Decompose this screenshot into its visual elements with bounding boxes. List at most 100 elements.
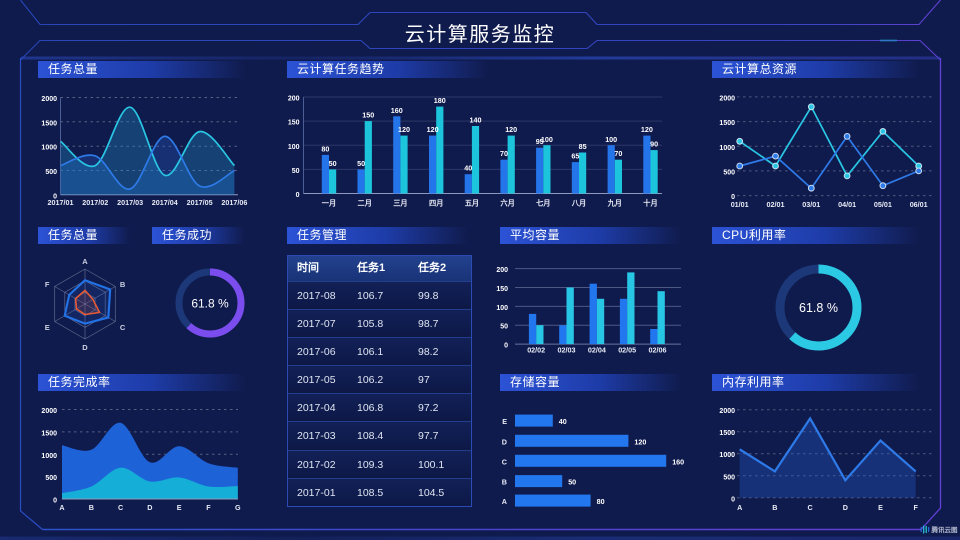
svg-text:100: 100 [496,305,508,312]
svg-text:0: 0 [504,343,508,350]
svg-text:120: 120 [505,125,517,134]
svg-text:1000: 1000 [719,452,735,459]
svg-text:02/06: 02/06 [649,346,667,355]
svg-text:100: 100 [605,135,617,144]
svg-text:65: 65 [571,152,579,161]
svg-text:B: B [502,478,507,487]
svg-text:150: 150 [362,111,374,120]
svg-text:05/01: 05/01 [874,200,892,209]
svg-text:C: C [118,503,123,512]
svg-text:500: 500 [723,474,735,481]
svg-text:70: 70 [500,149,508,158]
svg-text:1000: 1000 [41,453,57,460]
svg-text:2000: 2000 [41,96,57,103]
svg-text:八月: 八月 [571,199,586,208]
svg-text:1500: 1500 [719,430,735,437]
svg-text:A: A [502,497,507,506]
svg-text:200: 200 [496,267,508,274]
svg-text:80: 80 [321,144,329,153]
svg-text:E: E [177,503,182,512]
svg-text:95: 95 [536,137,544,146]
svg-text:A: A [59,503,64,512]
svg-text:61.8 %: 61.8 % [799,301,838,315]
svg-text:E: E [45,323,50,332]
svg-text:90: 90 [650,140,658,149]
svg-text:1000: 1000 [719,145,735,152]
svg-text:06/01: 06/01 [910,200,928,209]
svg-text:50: 50 [500,324,508,331]
svg-text:50: 50 [329,159,337,168]
svg-text:1500: 1500 [41,120,57,127]
svg-text:七月: 七月 [536,199,550,208]
svg-text:2017/03: 2017/03 [117,198,143,207]
svg-text:2000: 2000 [719,95,735,102]
svg-text:160: 160 [391,106,403,115]
svg-text:80: 80 [597,497,605,506]
svg-text:三月: 三月 [393,199,407,208]
svg-text:D: D [82,343,88,352]
svg-text:C: C [807,503,812,512]
svg-text:200: 200 [288,96,300,103]
svg-text:120: 120 [641,125,653,134]
svg-text:F: F [914,503,919,512]
svg-text:150: 150 [496,286,508,293]
svg-text:0: 0 [731,496,735,503]
svg-text:九月: 九月 [607,199,622,208]
svg-text:B: B [89,503,94,512]
svg-text:E: E [502,417,507,426]
svg-text:02/02: 02/02 [527,346,545,355]
svg-text:二月: 二月 [358,199,372,208]
svg-text:0: 0 [53,193,57,200]
svg-text:十月: 十月 [643,199,657,208]
svg-text:70: 70 [614,149,622,158]
svg-text:A: A [737,503,742,512]
svg-text:D: D [843,503,848,512]
svg-text:140: 140 [470,116,482,125]
svg-text:85: 85 [579,142,587,151]
svg-text:02/03: 02/03 [558,346,576,355]
svg-text:150: 150 [288,120,300,127]
svg-text:120: 120 [634,437,646,446]
svg-text:B: B [772,503,777,512]
svg-text:61.8 %: 61.8 % [191,296,229,310]
svg-text:D: D [147,503,152,512]
svg-text:160: 160 [672,457,684,466]
svg-text:120: 120 [398,125,410,134]
svg-text:腾讯云图: 腾讯云图 [931,525,959,534]
svg-text:2017/02: 2017/02 [82,198,108,207]
svg-text:0: 0 [53,498,57,505]
svg-text:100: 100 [288,144,300,151]
svg-text:F: F [206,503,211,512]
svg-text:2017/05: 2017/05 [187,198,213,207]
svg-text:0: 0 [731,194,735,201]
svg-text:03/01: 03/01 [802,200,820,209]
svg-text:2000: 2000 [41,408,57,415]
svg-text:2000: 2000 [719,408,735,415]
svg-text:50: 50 [292,168,300,175]
svg-text:50: 50 [357,159,365,168]
svg-text:0: 0 [296,192,300,199]
svg-text:01/01: 01/01 [731,200,749,209]
svg-text:E: E [878,503,883,512]
svg-text:100: 100 [541,135,553,144]
svg-text:2017/04: 2017/04 [152,198,178,207]
svg-text:四月: 四月 [429,199,443,208]
svg-text:六月: 六月 [500,199,514,208]
svg-text:180: 180 [434,96,446,105]
svg-text:50: 50 [568,478,576,487]
svg-text:A: A [82,257,88,266]
svg-text:2017/01: 2017/01 [48,198,74,207]
svg-text:五月: 五月 [465,199,479,208]
svg-text:G: G [235,503,241,512]
svg-text:40: 40 [464,164,472,173]
svg-text:B: B [120,280,126,289]
svg-text:一月: 一月 [322,199,336,208]
svg-text:1000: 1000 [41,145,57,152]
svg-text:1500: 1500 [41,430,57,437]
svg-text:1500: 1500 [719,120,735,127]
svg-text:D: D [502,437,507,446]
svg-text:04/01: 04/01 [838,200,856,209]
svg-text:02/05: 02/05 [618,346,636,355]
svg-text:120: 120 [427,125,439,134]
svg-text:500: 500 [723,169,735,176]
